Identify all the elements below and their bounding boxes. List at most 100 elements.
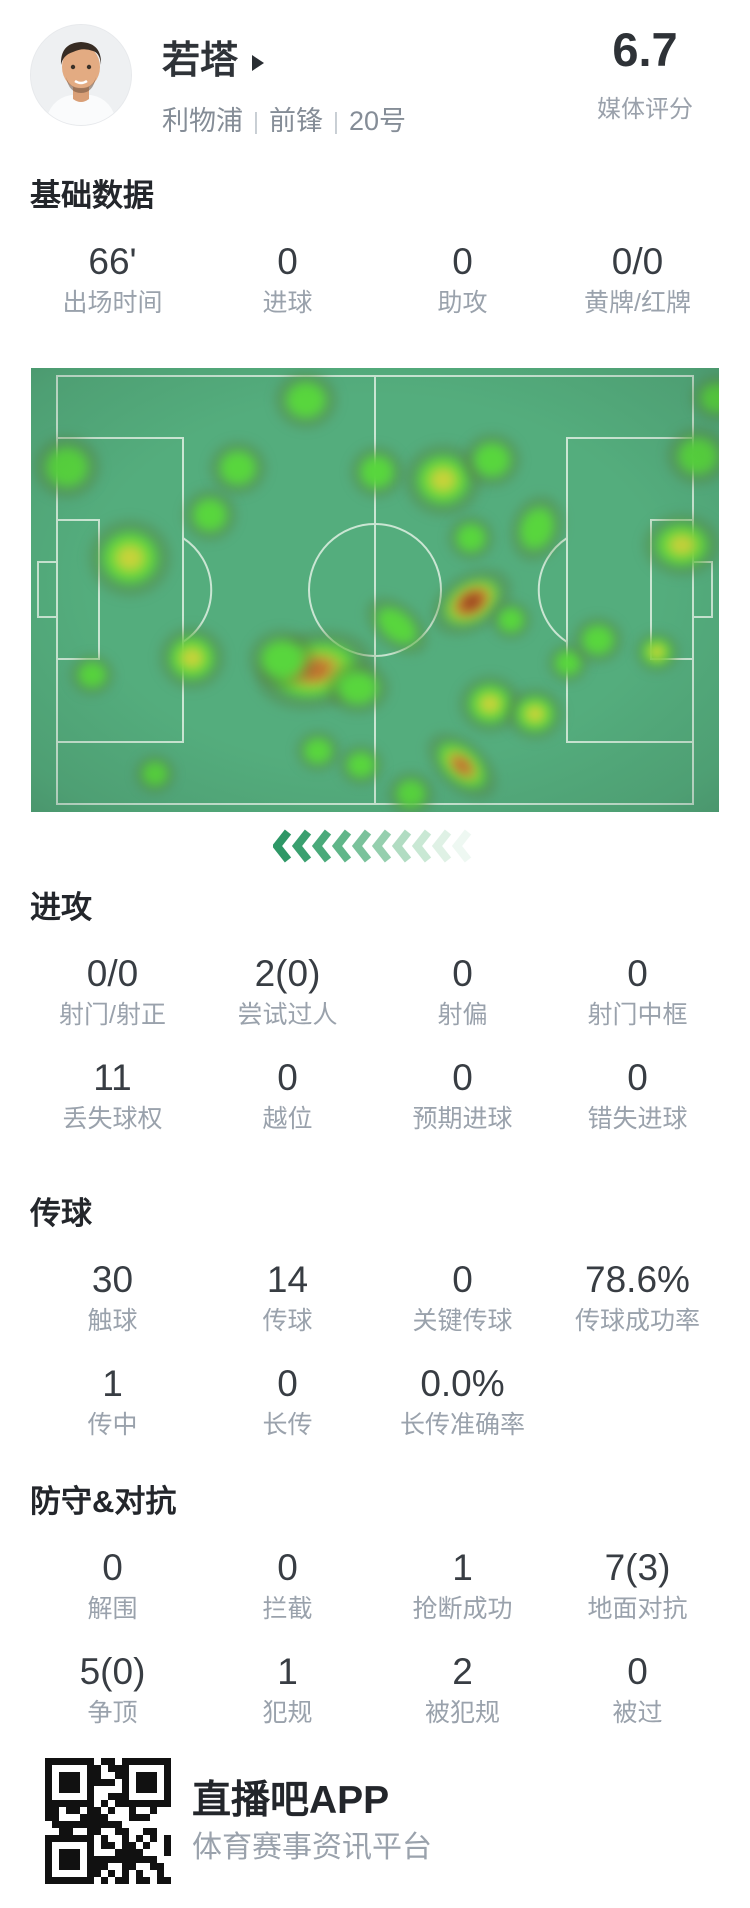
stat-label: 尝试过人 [237,1001,338,1029]
stat-label: 传中 [87,1411,138,1439]
player-name-row[interactable]: 若塔 [162,38,265,84]
stat-label: 射偏 [437,1001,488,1029]
stat-value: 0 [627,953,648,994]
caret-right-icon [252,55,265,71]
stat-item: 1 犯规 [200,1650,375,1728]
heat-blob [31,433,104,501]
chevron-left-icon [431,829,452,863]
chevron-left-icon [273,829,292,863]
heat-blob [385,770,437,812]
stat-label: 地面对抗 [587,1595,688,1623]
stat-value: 0 [452,241,473,282]
stat-label: 被犯规 [424,1699,500,1727]
stat-item: 0 预期进球 [375,1056,550,1134]
stat-value: 1 [452,1547,473,1588]
player-number: 20号 [348,106,407,136]
stat-label: 犯规 [262,1699,313,1727]
stat-value: 66' [88,241,137,282]
stat-row: 0 解围 0 拦截 1 抢断成功 7(3) 地面对抗 [25,1546,725,1624]
avatar-image [31,25,131,125]
separator: | [332,108,339,134]
stat-value: 0.0% [420,1363,505,1404]
stat-item: 11 丢失球权 [25,1056,200,1134]
heat-blob [664,425,719,487]
stat-value: 0 [627,1057,648,1098]
stat-value: 2 [452,1651,473,1692]
stat-item: 0 解围 [25,1546,200,1624]
chevron-left-icon [411,829,432,863]
stat-label: 被过 [612,1699,663,1727]
stat-row: 30 触球 14 传球 0 关键传球 78.6% 传球成功率 [25,1258,725,1336]
stat-label: 解围 [87,1595,138,1623]
heat-blob [245,626,319,692]
stat-item: 0 助攻 [375,240,550,318]
stat-value: 0 [452,1057,473,1098]
chevron-left-icon [391,829,412,863]
stat-label: 越位 [262,1105,313,1133]
stat-label: 拦截 [262,1595,313,1623]
section-passing: 传球 30 触球 14 传球 0 关键传球 78.6% 传球成功率 1 传中 0 长传 0.0% 长传准确率 [0,1194,750,1466]
stat-value: 0 [452,953,473,994]
qr-code [45,1758,171,1884]
stat-row: 5(0) 争顶 1 犯规 2 被犯规 0 被过 [25,1650,725,1728]
heat-blob [461,430,523,490]
stat-value: 0/0 [611,241,664,282]
stat-item: 0 拦截 [200,1546,375,1624]
stat-value: 0 [277,241,298,282]
stat-value: 0 [627,1651,648,1692]
heat-blob [324,660,392,716]
rating-label: 媒体评分 [597,96,693,123]
player-subtitle: 利物浦 | 前锋 | 20号 [162,104,406,138]
qr-code-image [45,1758,171,1884]
heat-blob [571,614,625,666]
stat-value: 1 [102,1363,123,1404]
stat-item: 66' 出场时间 [25,240,200,318]
section-title: 防守&对抗 [30,1484,177,1519]
stat-label: 传球成功率 [574,1307,700,1335]
pitch-lines [37,375,713,805]
section-title: 基础数据 [30,178,154,213]
stat-value: 78.6% [585,1259,690,1300]
stat-row: 1 传中 0 长传 0.0% 长传准确率 [25,1362,725,1440]
heat-blob [180,487,240,543]
heat-blob [488,599,534,641]
stat-item: 30 触球 [25,1258,200,1336]
section-attack: 进攻 0/0 射门/射正 2(0) 尝试过人 0 射偏 0 射门中框 11 丢失球权 0 越位 0 预期进球… [0,888,750,1160]
stat-item: 14 传球 [200,1258,375,1336]
stat-label: 长传准确率 [399,1411,525,1439]
stat-value: 0 [277,1057,298,1098]
stat-label: 错失进球 [587,1105,688,1133]
touch-heatmap [31,368,719,812]
stat-item: 0 错失进球 [550,1056,725,1134]
stat-value: 11 [93,1057,132,1098]
heat-blob [640,511,719,579]
stat-label: 出场时间 [62,289,163,317]
stat-item: 0 进球 [200,240,375,318]
stat-item: 5(0) 争顶 [25,1650,200,1728]
stat-value: 2(0) [254,953,321,994]
stat-label: 助攻 [437,289,488,317]
stat-value: 0 [277,1363,298,1404]
stat-item: 0 射门中框 [550,952,725,1030]
app-slogan: 体育赛事资讯平台 [192,1831,432,1864]
heat-blob [272,369,340,431]
stat-value: 0/0 [86,953,139,994]
stat-label: 关键传球 [412,1307,513,1335]
stat-value: 0 [102,1547,123,1588]
heat-blob [337,742,385,788]
chevron-left-icon [351,829,372,863]
stat-label: 争顶 [87,1699,138,1727]
stat-label: 黄牌/红牌 [584,289,691,317]
stat-row: 66' 出场时间 0 进球 0 助攻 0/0 黄牌/红牌 [25,240,725,318]
heat-blob [633,629,681,675]
stat-item: 78.6% 传球成功率 [550,1258,725,1336]
stat-value: 0 [277,1547,298,1588]
section-basic-stats: 基础数据 66' 出场时间 0 进球 0 助攻 0/0 黄牌/红牌 [0,176,750,344]
stat-value: 14 [266,1259,309,1300]
stat-row: 0/0 射门/射正 2(0) 尝试过人 0 射偏 0 射门中框 [25,952,725,1030]
player-position: 前锋 [268,106,323,136]
heat-blob [445,514,497,562]
stat-label: 预期进球 [412,1105,513,1133]
stat-item: 1 传中 [25,1362,200,1440]
